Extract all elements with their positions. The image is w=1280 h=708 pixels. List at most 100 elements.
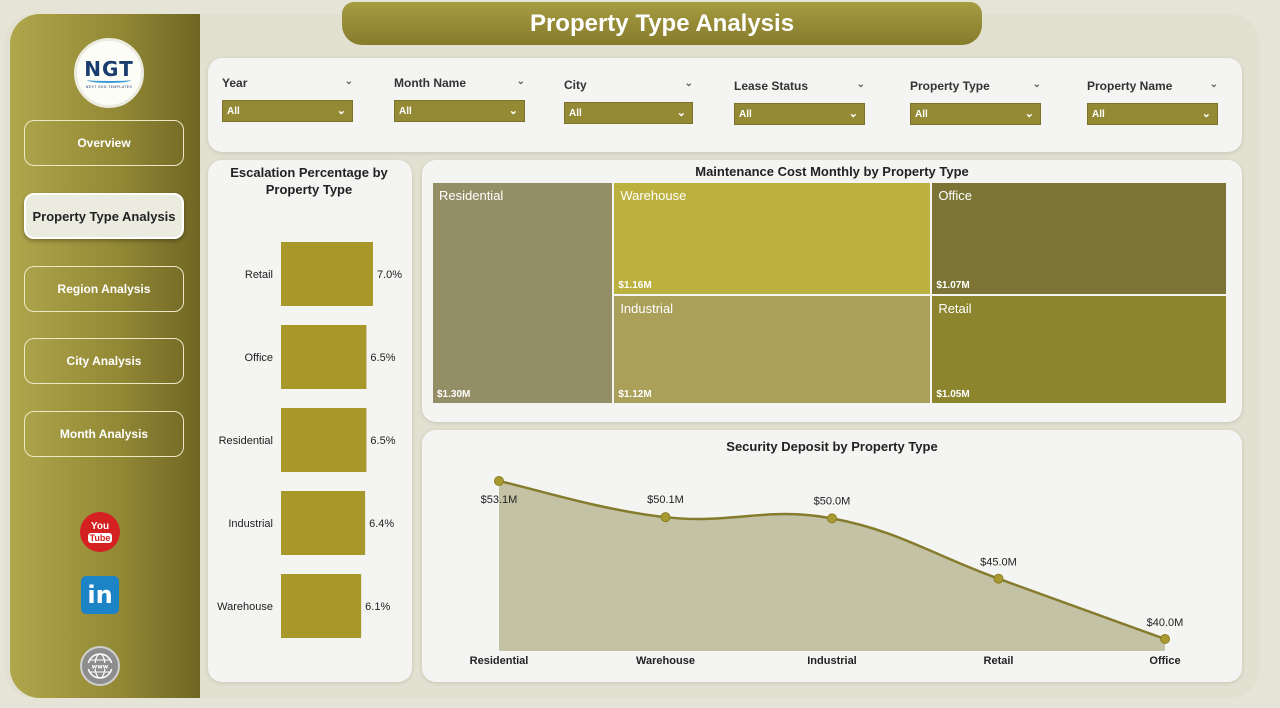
chevron-down-icon[interactable]: ⌄ — [516, 76, 525, 87]
x-tick-label: Industrial — [807, 655, 857, 667]
treemap-cell-office[interactable]: Office $1.07M — [931, 182, 1227, 295]
linkedin-icon[interactable]: in — [81, 576, 119, 614]
category-label: Warehouse — [217, 601, 273, 613]
data-label: 7.0% — [377, 269, 402, 281]
security-deposit-area-chart: $53.1M Residential $50.1M Warehouse $50.0M In… — [470, 476, 1184, 667]
select-value: All — [1092, 108, 1105, 120]
select-value: All — [739, 108, 752, 120]
nav-property-type-analysis-button[interactable]: Property Type Analysis — [24, 193, 184, 239]
bar-retail[interactable] — [281, 242, 373, 306]
globe-icon[interactable]: www — [80, 646, 120, 686]
chevron-down-icon[interactable]: ⌄ — [1209, 79, 1218, 90]
data-point-office[interactable] — [1160, 634, 1170, 644]
security-deposit-chart-card: Security Deposit by Property Type $53.1M… — [422, 430, 1242, 682]
nav-month-analysis-button[interactable]: Month Analysis — [24, 411, 184, 457]
category-label: Industrial — [228, 518, 273, 530]
sidebar: NGT NEXT GEN TEMPLATES Overview Property… — [10, 14, 200, 698]
filter-label-text: Property Type — [910, 79, 990, 93]
data-label: $50.0M — [814, 495, 851, 507]
logo-subtitle: NEXT GEN TEMPLATES — [85, 85, 133, 89]
select-value: All — [399, 105, 412, 117]
x-tick-label: Warehouse — [636, 655, 695, 667]
chevron-down-icon[interactable]: ⌄ — [684, 78, 693, 89]
chevron-down-icon: ⌄ — [1024, 108, 1034, 120]
treemap-label: Office — [938, 188, 973, 203]
nav-label: Overview — [77, 136, 131, 150]
svg-text:www: www — [92, 664, 109, 671]
chevron-down-icon[interactable]: ⌄ — [856, 79, 865, 90]
chevron-down-icon: ⌄ — [508, 105, 518, 117]
city-select[interactable]: All ⌄ — [564, 102, 693, 124]
filter-label-text: Lease Status — [734, 79, 809, 93]
chart-title: Maintenance Cost Monthly by Property Typ… — [695, 164, 969, 179]
chevron-down-icon: ⌄ — [848, 108, 858, 120]
youtube-icon[interactable]: You Tube — [80, 512, 120, 552]
security-deposit-area — [499, 481, 1165, 651]
filter-label: City ⌄ — [564, 78, 693, 96]
x-tick-label: Residential — [470, 655, 529, 667]
treemap-cell-retail[interactable]: Retail $1.05M — [931, 294, 1227, 404]
bar-office[interactable] — [281, 325, 367, 389]
nav-city-analysis-button[interactable]: City Analysis — [24, 338, 184, 384]
youtube-text: You — [90, 520, 110, 532]
data-label: 6.1% — [365, 601, 390, 613]
data-point-industrial[interactable] — [827, 513, 837, 524]
treemap-value: $1.12M — [618, 388, 652, 400]
lease-status-filter: Lease Status ⌄ All ⌄ — [734, 79, 865, 125]
property-type-select[interactable]: All ⌄ — [910, 103, 1041, 125]
data-point-residential[interactable] — [494, 476, 504, 486]
select-value: All — [569, 107, 582, 119]
treemap-cell-warehouse[interactable]: Warehouse $1.16M — [613, 182, 932, 295]
filter-label: Property Name ⌄ — [1087, 79, 1218, 97]
lease-status-select[interactable]: All ⌄ — [734, 103, 865, 125]
filter-label-text: Property Name — [1087, 79, 1173, 93]
linkedin-text: in — [87, 581, 113, 609]
filter-label: Year ⌄ — [222, 76, 353, 94]
data-label: $50.1M — [647, 494, 684, 506]
month-name-select[interactable]: All ⌄ — [394, 100, 525, 122]
category-label: Office — [244, 352, 273, 364]
data-label: $53.1M — [481, 494, 518, 506]
nav-overview-button[interactable]: Overview — [24, 120, 184, 166]
chevron-down-icon[interactable]: ⌄ — [344, 76, 353, 87]
data-point-retail[interactable] — [993, 573, 1004, 584]
treemap-value: $1.07M — [936, 279, 970, 291]
nav-label: Property Type Analysis — [32, 208, 176, 224]
treemap-label: Residential — [439, 188, 504, 203]
filter-label: Property Type ⌄ — [910, 79, 1041, 97]
page-title: Property Type Analysis — [342, 2, 982, 45]
data-label: $40.0M — [1147, 617, 1184, 629]
treemap-label: Retail — [938, 300, 972, 316]
property-name-select[interactable]: All ⌄ — [1087, 103, 1218, 125]
nav-label: Month Analysis — [59, 427, 149, 441]
nav-label: City Analysis — [66, 354, 142, 368]
treemap-cell-residential[interactable]: Residential $1.30M — [432, 182, 614, 404]
month-name-filter: Month Name ⌄ All ⌄ — [394, 76, 525, 122]
data-point-warehouse[interactable] — [660, 512, 671, 523]
maintenance-treemap: Residential $1.30M Warehouse $1.16M Industri… — [432, 182, 1227, 404]
filter-label-text: Year — [222, 76, 248, 90]
bar-residential[interactable] — [281, 408, 367, 472]
x-tick-label: Office — [1149, 655, 1180, 667]
category-label: Retail — [245, 269, 273, 281]
year-select[interactable]: All ⌄ — [222, 100, 353, 122]
nav-region-analysis-button[interactable]: Region Analysis — [24, 266, 184, 312]
year-filter: Year ⌄ All ⌄ — [222, 76, 353, 122]
select-value: All — [227, 105, 240, 117]
youtube-tube-text: Tube — [87, 532, 113, 543]
select-value: All — [915, 108, 928, 120]
chevron-down-icon: ⌄ — [676, 107, 686, 119]
data-label: 6.5% — [370, 435, 395, 447]
filter-label: Month Name ⌄ — [394, 76, 525, 94]
ngt-logo: NGT NEXT GEN TEMPLATES — [74, 38, 144, 108]
filter-label: Lease Status ⌄ — [734, 79, 865, 97]
escalation-chart-card: Escalation Percentage by Property Type R… — [208, 160, 412, 682]
treemap-cell-industrial[interactable]: Industrial $1.12M — [613, 294, 932, 404]
filter-label-text: City — [564, 78, 587, 92]
chevron-down-icon[interactable]: ⌄ — [1032, 79, 1041, 90]
chart-title: Security Deposit by Property Type — [726, 439, 938, 454]
filters-panel: Year ⌄ All ⌄ Month Name ⌄ All ⌄ City ⌄ All ⌄ L… — [208, 58, 1242, 152]
bar-warehouse[interactable] — [281, 574, 362, 638]
bar-industrial[interactable] — [281, 491, 366, 555]
chart-title: Escalation Percentage by Property Type — [230, 165, 388, 197]
